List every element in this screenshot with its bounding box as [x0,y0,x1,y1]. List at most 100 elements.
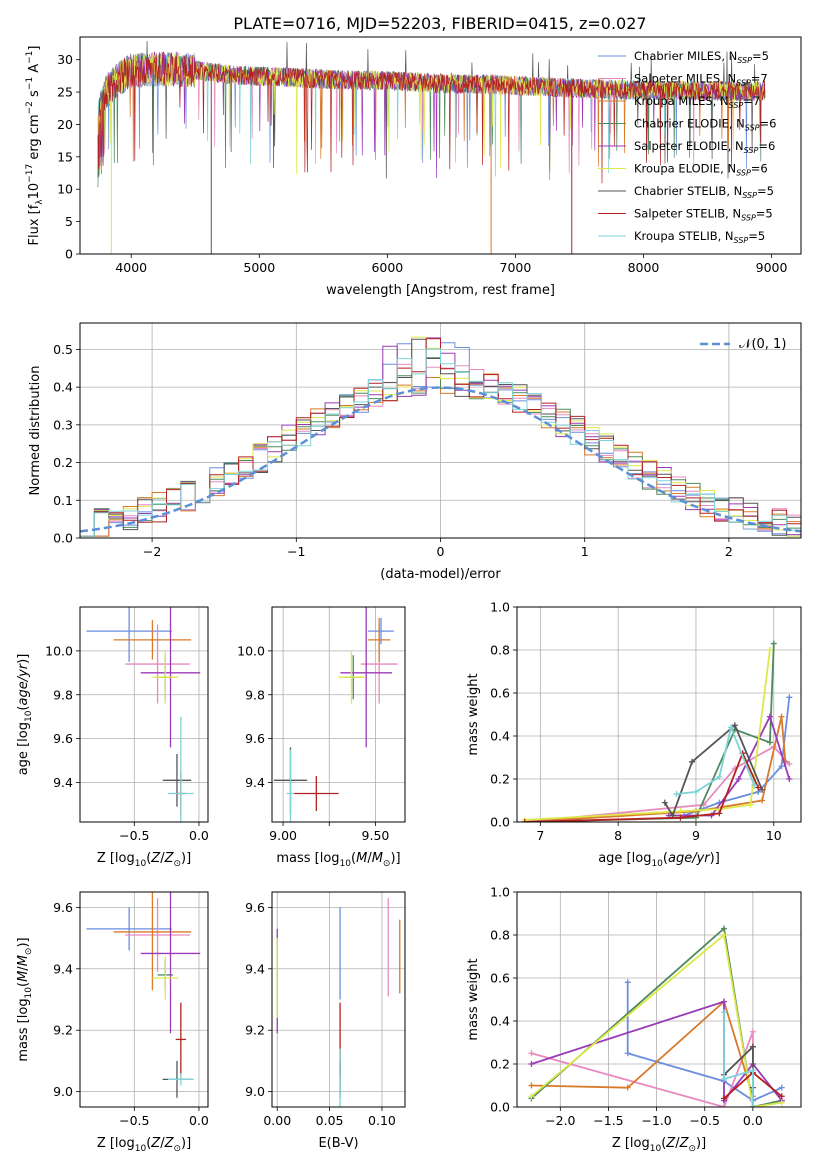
x-axis-label: Z [log10(Z/Z⊙)] [97,851,191,869]
mass-vs-Z-panel: −0.5 0.0 9.0 9.2 9.4 9.6 Z [log10(Z/Z⊙)] mass [… [16,891,209,1154]
weight-point [778,713,785,720]
x-axis-label: age [log10(age/yr)] [598,851,720,869]
x-tick-label: 9 [692,828,700,843]
weight-point [786,694,793,701]
legend-label: Salpeter STELIB, NSSP=5 [634,207,773,223]
y-axis-label: mass weight [466,958,481,1040]
weight-point [759,786,766,793]
spectrum-panel: 4000 5000 6000 7000 8000 9000 0 5 10 15 20 25 30 wave… [25,36,802,298]
y-tick-label: 9.6 [53,900,73,915]
y-tick-label: 0 [65,247,73,262]
legend-entry: Kroupa MILES, NSSP=7 [598,94,760,110]
y-tick-label: 9.2 [53,1023,73,1038]
legend-label: Chabrier MILES, NSSP=5 [634,49,769,65]
residuals-panel: −2 −1 0 1 2 0.0 0.1 0.2 0.3 0.4 0.5 (data-model)/er… [28,322,802,582]
weight-series-line [524,643,775,822]
legend-entry: Chabrier MILES, NSSP=5 [598,49,769,65]
weight-series-line [531,999,754,1097]
errorbar-point [294,775,339,812]
y-tick-label: 9.0 [53,1084,73,1099]
weight-point [716,773,723,780]
weight-point [677,808,684,815]
axes-frame [79,891,209,1108]
weight-vs-Z-panel: −2.0 −1.5 −1.0 −0.5 0.0 0.0 0.2 0.4 0.6 0.8 1.0 Z [… [466,885,802,1154]
weight-point [755,784,762,791]
x-tick-label: 10 [766,828,782,843]
weight-point [778,1093,785,1100]
y-tick-label: 10.0 [237,643,265,658]
y-tick-label: 0.4 [490,1014,510,1029]
y-tick-label: 9.4 [245,775,265,790]
legend-label: Salpeter MILES, NSSP=7 [634,72,768,88]
errorbar-point [162,753,192,807]
weight-point [528,1050,535,1057]
y-tick-label: 10 [57,182,73,197]
y-tick-label: 9.4 [53,775,73,790]
errorbar-point [152,650,179,704]
weight-point [720,1095,727,1102]
y-tick-label: 1.0 [490,600,510,615]
errorbar-point [286,749,295,822]
weight-point [677,814,684,821]
weight-series-line [676,724,756,795]
x-axis-label: wavelength [Angstrom, rest frame] [326,283,555,298]
weight-point [521,819,528,822]
x-axis-label: mass [log10(M/M⊙)] [276,851,400,869]
x-tick-label: 8000 [628,260,660,275]
y-tick-label: 0.3 [53,417,73,432]
axes-frame [516,606,802,823]
weight-point [749,1043,756,1050]
x-tick-label: −1.0 [641,1113,671,1128]
x-axis-label: Z [log10(Z/Z⊙)] [612,1136,706,1154]
x-tick-label: −0.5 [119,828,149,843]
legend-label: Kroupa STELIB, NSSP=5 [634,229,765,245]
age-vs-Z-panel: −0.5 0.0 9.4 9.6 9.8 10.0 Z [log10(Z/Z⊙)] age [… [16,606,209,869]
weight-point [720,925,727,932]
legend-label: 𝒩(0, 1) [739,337,786,352]
weight-point [747,801,754,808]
errorbar-point [86,907,172,951]
x-tick-label: 0.0 [189,828,209,843]
spectrum-series [97,51,766,184]
errorbar-point [113,892,192,991]
x-tick-label: 9000 [756,260,788,275]
errorbar-point [125,624,190,704]
legend-entry: Kroupa STELIB, NSSP=5 [598,229,765,245]
legend-entry: Salpeter STELIB, NSSP=5 [598,207,773,223]
weight-point [661,799,668,806]
legend-label: Chabrier STELIB, NSSP=5 [634,184,774,200]
x-tick-label: 0.0 [189,1113,209,1128]
weight-point [624,979,631,986]
weight-point [528,1082,535,1089]
x-tick-label: 0.00 [263,1113,291,1128]
weight-point [766,647,773,653]
weight-series-line [530,933,782,1107]
weight-point [716,810,723,817]
y-axis-label: age [log10(age/yr)] [16,654,34,776]
x-tick-label: 1 [581,544,589,559]
errorbar-point [152,956,179,1000]
y-tick-label: 9.0 [245,1084,265,1099]
age-vs-mass-panel: 9.00 9.50 9.4 9.6 9.8 10.0 mass [log10(M/M⊙)] [237,606,406,869]
weight-point [727,724,734,731]
legend-label: Kroupa MILES, NSSP=7 [634,94,760,110]
x-tick-label: 2 [725,544,733,559]
y-tick-label: 10.0 [45,643,73,658]
errorbar-point [113,620,192,660]
legend-entry: Chabrier ELODIE, NSSP=6 [598,117,776,133]
weight-point [786,776,793,782]
errorbar-point [167,1073,194,1086]
y-tick-label: 0.1 [53,493,73,508]
weight-series-line [723,1012,754,1107]
legend-entry: Salpeter MILES, NSSP=7 [598,72,768,88]
y-tick-label: 0.2 [53,455,73,470]
x-tick-label: −1.5 [593,1113,623,1128]
errorbar-point [175,1002,187,1077]
weight-point [720,1009,727,1016]
figure-title: PLATE=0716, MJD=52203, FIBERID=0415, z=0… [233,14,646,33]
normal-distribution-curve [80,386,801,533]
errorbar-point [140,607,201,748]
y-tick-label: 5 [65,214,73,229]
y-axis-label: mass [log10(M/M⊙)] [16,937,34,1061]
x-axis-label: Z [log10(Z/Z⊙)] [97,1136,191,1154]
